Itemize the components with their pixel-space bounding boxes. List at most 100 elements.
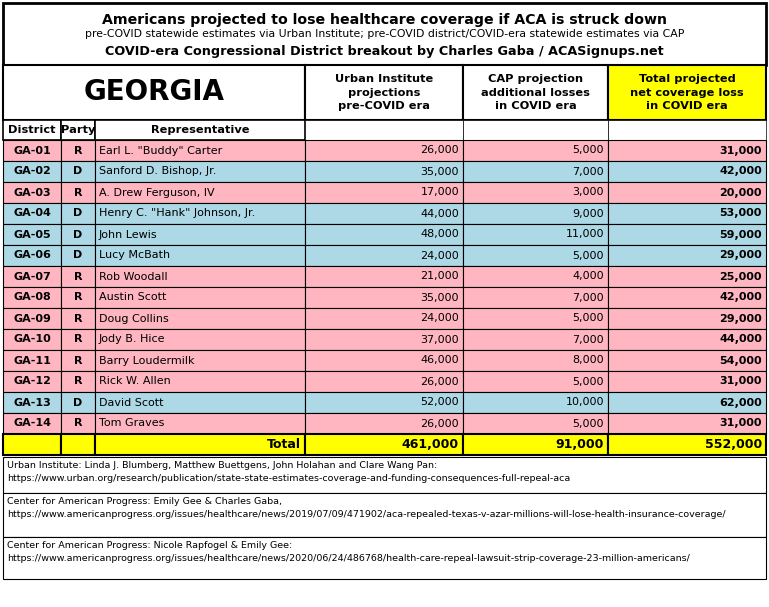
Bar [95,120,305,140]
Text: Rick W. Allen: Rick W. Allen [99,376,171,387]
Bar [95,182,305,203]
Bar [3,245,61,266]
Bar [608,224,766,245]
Bar [463,120,608,140]
Bar [608,329,766,350]
Text: GA-11: GA-11 [13,356,51,365]
Text: 5,000: 5,000 [572,313,604,324]
Text: Jody B. Hice: Jody B. Hice [99,334,165,345]
Text: 4,000: 4,000 [572,271,604,282]
Bar [3,3,766,65]
Text: Total: Total [267,438,301,451]
Text: 31,000: 31,000 [720,418,762,429]
Bar [608,266,766,287]
Bar [95,245,305,266]
Text: 21,000: 21,000 [421,271,459,282]
Bar [463,329,608,350]
Text: Americans projected to lose healthcare coverage if ACA is struck down: Americans projected to lose healthcare c… [102,13,667,27]
Text: D: D [73,229,82,240]
Text: GEORGIA: GEORGIA [84,78,225,106]
Bar [305,245,463,266]
Bar [305,182,463,203]
Text: Center for American Progress: Nicole Rapfogel & Emily Gee:: Center for American Progress: Nicole Rap… [7,541,292,550]
Text: R: R [74,418,82,429]
Bar [463,350,608,371]
Text: Barry Loudermilk: Barry Loudermilk [99,356,195,365]
Bar [608,371,766,392]
Text: 48,000: 48,000 [420,229,459,240]
Bar [3,266,61,287]
Bar [61,182,95,203]
Bar [463,308,608,329]
Text: R: R [74,188,82,197]
Bar [463,392,608,413]
Bar [463,203,608,224]
Bar [95,329,305,350]
Text: Lucy McBath: Lucy McBath [99,251,170,260]
Bar [463,266,608,287]
Bar [61,413,95,434]
Text: 26,000: 26,000 [421,146,459,155]
Bar [608,287,766,308]
Text: 26,000: 26,000 [421,418,459,429]
Text: GA-08: GA-08 [13,293,51,302]
Text: Sanford D. Bishop, Jr.: Sanford D. Bishop, Jr. [99,166,216,177]
Bar [305,434,463,455]
Bar [608,434,766,455]
Text: R: R [74,376,82,387]
Text: 53,000: 53,000 [720,208,762,219]
Bar [3,329,61,350]
Text: 5,000: 5,000 [572,251,604,260]
Text: Representative: Representative [151,125,249,135]
Text: John Lewis: John Lewis [99,229,158,240]
Bar [61,161,95,182]
Bar [3,287,61,308]
Text: D: D [73,166,82,177]
Text: 52,000: 52,000 [421,398,459,407]
Bar [305,65,463,120]
Bar [3,308,61,329]
Bar [3,371,61,392]
Text: 31,000: 31,000 [720,146,762,155]
Bar [305,120,463,140]
Text: 44,000: 44,000 [719,334,762,345]
Text: Tom Graves: Tom Graves [99,418,165,429]
Bar [61,350,95,371]
Bar [608,203,766,224]
Bar [608,350,766,371]
Bar [3,182,61,203]
Bar [608,392,766,413]
Text: https://www.americanprogress.org/issues/healthcare/news/2020/06/24/486768/health: https://www.americanprogress.org/issues/… [7,554,690,563]
Text: https://www.americanprogress.org/issues/healthcare/news/2019/07/09/471902/aca-re: https://www.americanprogress.org/issues/… [7,510,726,519]
Text: GA-12: GA-12 [13,376,51,387]
Text: 91,000: 91,000 [556,438,604,451]
Text: GA-01: GA-01 [13,146,51,155]
Text: District: District [8,125,55,135]
Bar [3,392,61,413]
Text: 59,000: 59,000 [719,229,762,240]
Bar [61,140,95,161]
Text: R: R [74,334,82,345]
Bar [608,308,766,329]
Text: 42,000: 42,000 [719,293,762,302]
Text: GA-02: GA-02 [13,166,51,177]
Text: 552,000: 552,000 [704,438,762,451]
Text: 31,000: 31,000 [720,376,762,387]
Bar [3,537,766,579]
Bar [463,245,608,266]
Text: 24,000: 24,000 [420,251,459,260]
Text: A. Drew Ferguson, IV: A. Drew Ferguson, IV [99,188,215,197]
Text: 24,000: 24,000 [420,313,459,324]
Bar [61,203,95,224]
Text: 37,000: 37,000 [421,334,459,345]
Bar [608,120,766,140]
Bar [61,371,95,392]
Text: Urban Institute: Linda J. Blumberg, Matthew Buettgens, John Holahan and Clare Wa: Urban Institute: Linda J. Blumberg, Matt… [7,461,438,470]
Text: 5,000: 5,000 [572,418,604,429]
Bar [3,140,61,161]
Bar [305,350,463,371]
Bar [305,161,463,182]
Text: 3,000: 3,000 [572,188,604,197]
Text: 10,000: 10,000 [565,398,604,407]
Text: R: R [74,271,82,282]
